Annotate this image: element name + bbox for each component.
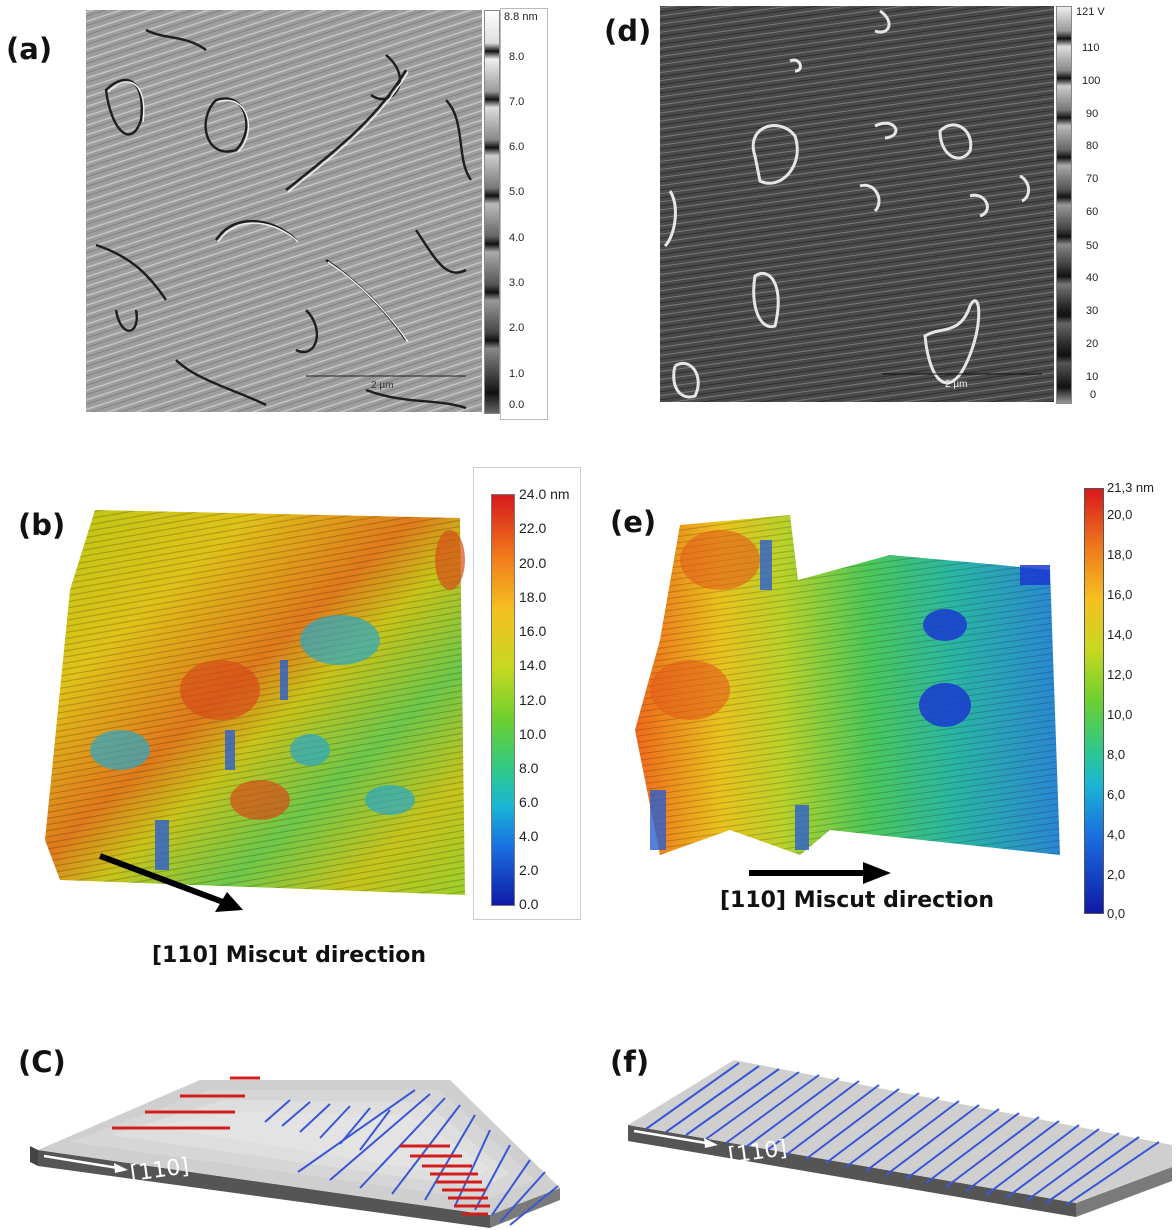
tick-d-6: 60: [1086, 206, 1099, 218]
tick-d-8: 40: [1086, 272, 1099, 284]
scalebar-label-a: 2 µm: [371, 380, 394, 391]
tick-d-0: 121 V: [1076, 6, 1105, 18]
tick-b-8: 8.0: [519, 760, 539, 776]
arrow-110-c: [43, 1154, 128, 1173]
tick-b-0: 24.0 nm: [519, 486, 570, 502]
tick-d-9: 30: [1086, 305, 1099, 317]
surface-e: [635, 515, 1060, 855]
tick-e-0: 21,3 nm: [1107, 480, 1154, 495]
tick-b-2: 20.0: [519, 555, 547, 571]
tick-e-10: 2,0: [1107, 867, 1126, 882]
tick-a-7: 2.0: [509, 322, 525, 334]
tick-d-3: 90: [1086, 108, 1099, 120]
tick-e-3: 16,0: [1107, 587, 1133, 602]
scalebar-label-d: 2 µm: [945, 379, 968, 390]
panel-label-f: (f): [610, 1045, 650, 1079]
tick-a-1: 8.0: [509, 51, 525, 63]
tick-a-8: 1.0: [509, 368, 525, 380]
tick-a-6: 3.0: [509, 277, 525, 289]
step-diagram-c: [30, 1076, 560, 1228]
tick-d-11: 10: [1086, 371, 1099, 383]
tick-b-12: 0.0: [519, 896, 539, 912]
surface-b: [45, 510, 465, 895]
tick-d-7: 50: [1086, 240, 1099, 252]
panel-label-b: (b): [18, 508, 66, 542]
tick-e-5: 12,0: [1107, 667, 1133, 682]
tick-e-1: 20,0: [1107, 507, 1133, 522]
tick-b-7: 10.0: [519, 726, 547, 742]
colorbar-a: [484, 10, 500, 414]
colorbar-d: [1056, 6, 1072, 404]
topography-3d-b: [40, 500, 470, 910]
tick-b-9: 6.0: [519, 794, 539, 810]
afm-texture-a: [86, 10, 482, 412]
tick-a-3: 6.0: [509, 141, 525, 153]
tick-b-10: 4.0: [519, 828, 539, 844]
colorbar-d-ticks: 121 V 110 100 90 80 70 60 50 40 30 20 10…: [1072, 4, 1108, 404]
miscut-arrow-b: [98, 853, 243, 912]
colorbar-e: [1084, 488, 1104, 914]
miscut-arrow-e: [749, 862, 891, 884]
tick-d-4: 80: [1086, 140, 1099, 152]
tick-e-7: 8,0: [1107, 747, 1126, 762]
tick-a-9: 0.0: [509, 399, 525, 411]
colorbar-a-ticks: 8.8 nm 8.0 7.0 6.0 5.0 4.0 3.0 2.0 1.0 0…: [500, 8, 548, 420]
tick-e-11: 0,0: [1107, 906, 1126, 921]
panel-label-e: (e): [610, 505, 657, 539]
caption-e: [110] Miscut direction: [720, 888, 995, 913]
afm-image-d: 2 µm: [660, 6, 1054, 402]
topography-3d-e: [630, 510, 1070, 860]
colorbar-e-ticks: 21,3 nm 20,0 18,0 16,0 14,0 12,0 10,0 8,…: [1103, 478, 1173, 921]
tick-a-2: 7.0: [509, 96, 525, 108]
tick-b-4: 16.0: [519, 623, 547, 639]
tick-b-3: 18.0: [519, 589, 547, 605]
tick-b-5: 14.0: [519, 657, 547, 673]
tick-a-5: 4.0: [509, 232, 525, 244]
tick-e-4: 14,0: [1107, 627, 1133, 642]
arrow-110-f: [633, 1129, 718, 1148]
tick-a-0: 8.8 nm: [504, 11, 538, 23]
tick-e-6: 10,0: [1107, 707, 1133, 722]
tick-b-6: 12.0: [519, 692, 547, 708]
tick-e-2: 18,0: [1107, 547, 1133, 562]
afm-image-a: 2 µm: [86, 10, 482, 412]
tick-d-5: 70: [1086, 173, 1099, 185]
tick-e-8: 6,0: [1107, 787, 1126, 802]
panel-label-d: (d): [604, 14, 652, 48]
colorbar-b-ticks: 24.0 nm 22.0 20.0 18.0 16.0 14.0 12.0 10…: [514, 484, 578, 914]
colorbar-b: [491, 494, 515, 906]
tick-d-1: 110: [1082, 42, 1100, 54]
tick-b-11: 2.0: [519, 862, 539, 878]
red-step-lines-c: [112, 1076, 490, 1216]
tick-a-4: 5.0: [509, 186, 525, 198]
tick-d-10: 20: [1086, 338, 1099, 350]
tick-e-9: 4,0: [1107, 827, 1126, 842]
tick-d-2: 100: [1082, 75, 1101, 87]
tick-d-12: 0: [1090, 389, 1097, 401]
panel-label-c: (C): [18, 1045, 66, 1079]
caption-b: [110] Miscut direction: [152, 943, 427, 968]
panel-label-a: (a): [6, 32, 53, 66]
blue-step-lines-f: [645, 1062, 1160, 1206]
step-diagram-f: [628, 1060, 1172, 1217]
tick-b-1: 22.0: [519, 520, 547, 536]
afm-texture-d: [660, 6, 1054, 402]
